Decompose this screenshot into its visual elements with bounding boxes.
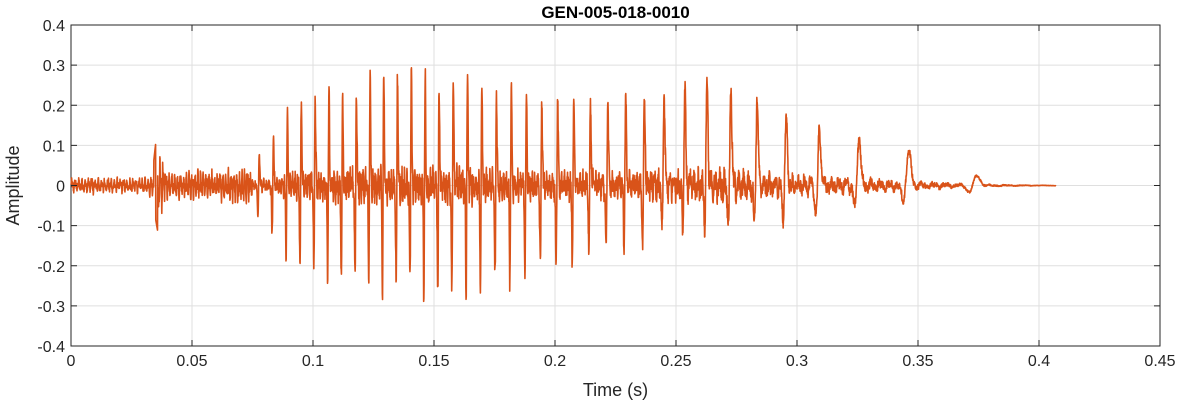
- y-tick-label: -0.1: [37, 219, 65, 236]
- y-tick-label: -0.4: [37, 339, 65, 356]
- waveform-series-line: [70, 67, 1057, 303]
- x-tick-label: 0.1: [302, 353, 324, 370]
- x-tick-label: 0.15: [418, 353, 449, 370]
- series-layer: [70, 67, 1057, 303]
- x-tick-label: 0: [67, 353, 76, 370]
- x-tick-label: 0.35: [902, 353, 933, 370]
- y-axis-label: Amplitude: [3, 145, 23, 225]
- x-tick-label: 0.45: [1144, 353, 1175, 370]
- y-tick-label: 0.4: [43, 18, 65, 35]
- y-tick-label: -0.3: [37, 299, 65, 316]
- tick-labels: 0 0.05 0.1 0.15 0.2 0.25 0.3 0.35 0.4 0.45 -0.4 -0.…: [37, 18, 1175, 370]
- x-tick-label: 0.25: [660, 353, 691, 370]
- x-tick-label: 0.2: [544, 353, 566, 370]
- x-tick-label: 0.05: [176, 353, 207, 370]
- y-tick-label: 0: [56, 179, 65, 196]
- y-tick-label: 0.1: [43, 138, 65, 155]
- x-tick-label: 0.4: [1028, 353, 1050, 370]
- x-tick-label: 0.3: [786, 353, 808, 370]
- y-tick-label: 0.2: [43, 98, 65, 115]
- y-tick-label: 0.3: [43, 58, 65, 75]
- y-tick-label: -0.2: [37, 259, 65, 276]
- x-axis-label: Time (s): [583, 380, 648, 400]
- chart-title: GEN-005-018-0010: [541, 3, 689, 22]
